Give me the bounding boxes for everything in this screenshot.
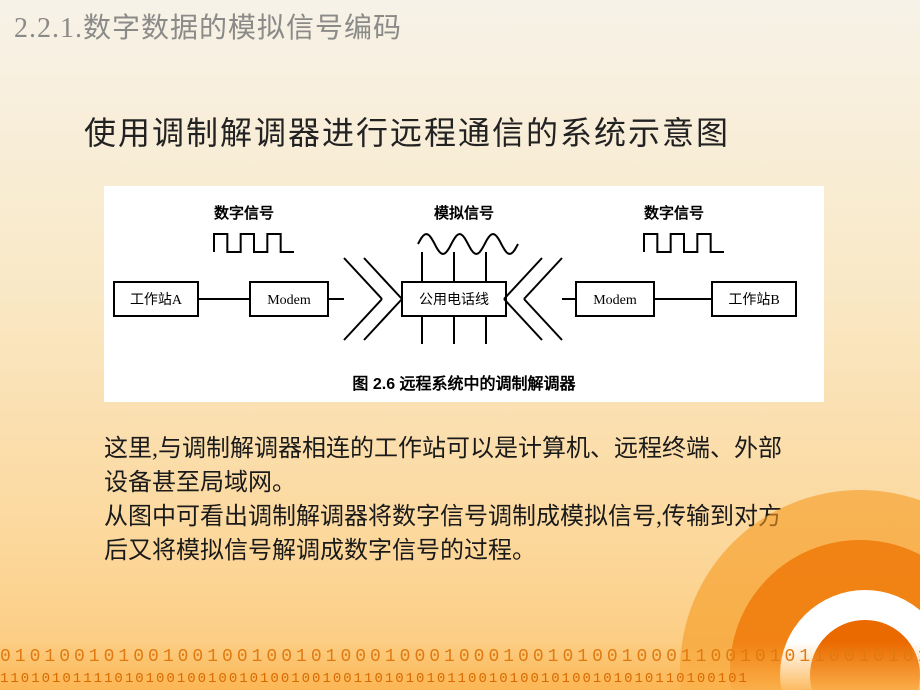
body-paragraph: 这里,与调制解调器相连的工作站可以是计算机、远程终端、外部设备甚至局域网。 从图… bbox=[104, 432, 784, 568]
label-digital-right: 数字信号 bbox=[644, 204, 704, 222]
label-analog-center: 模拟信号 bbox=[434, 204, 494, 222]
svg-text:公用电话线: 公用电话线 bbox=[419, 292, 489, 308]
section-number: 2.2.1. bbox=[14, 13, 83, 44]
decor-binary-strip: 0101001010010010010010100010001000100101… bbox=[0, 642, 920, 690]
modem-diagram-figure: 数字信号 模拟信号 数字信号 工作站A Modem 公用电话线 Modem 工作站B 图… bbox=[104, 186, 824, 402]
slide-subtitle: 使用调制解调器进行远程通信的系统示意图 bbox=[84, 108, 730, 154]
svg-text:工作站A: 工作站A bbox=[130, 292, 183, 308]
binary-row-1: 0101001010010010010010100010001000100101… bbox=[0, 644, 920, 670]
paragraph-line-1: 这里,与调制解调器相连的工作站可以是计算机、远程终端、外部设备甚至局域网。 bbox=[104, 432, 784, 500]
waveform-digital-left bbox=[214, 234, 294, 252]
waveform-digital-right bbox=[644, 234, 724, 252]
svg-text:Modem: Modem bbox=[267, 293, 311, 308]
paragraph-line-2: 从图中可看出调制解调器将数字信号调制成模拟信号,传输到对方后又将模拟信号解调成数… bbox=[104, 500, 784, 568]
label-digital-left: 数字信号 bbox=[214, 204, 274, 222]
section-text: 数字数据的模拟信号编码 bbox=[83, 13, 402, 44]
figure-caption: 图 2.6 远程系统中的调制解调器 bbox=[104, 370, 824, 394]
section-title: 2.2.1.数字数据的模拟信号编码 bbox=[14, 6, 402, 46]
svg-text:Modem: Modem bbox=[593, 293, 637, 308]
binary-row-2: 1101010111101010010010010100100100110101… bbox=[0, 670, 920, 688]
waveform-analog-center bbox=[418, 234, 518, 254]
svg-text:工作站B: 工作站B bbox=[728, 292, 779, 308]
